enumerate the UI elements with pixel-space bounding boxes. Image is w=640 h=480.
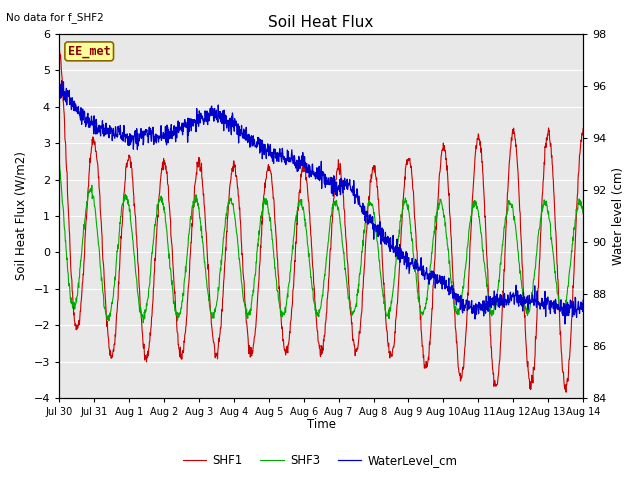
WaterLevel_cm	[517, 292, 525, 298]
SHF1	[471, 162, 479, 168]
Text: No data for f_SHF2: No data for f_SHF2	[6, 12, 104, 23]
WaterLevel_cm	[172, 124, 180, 130]
Legend: SHF1, SHF3, WaterLevel_cm: SHF1, SHF3, WaterLevel_cm	[178, 449, 462, 472]
SHF3	[517, 277, 525, 283]
SHF3	[231, 211, 239, 217]
Y-axis label: Soil Heat Flux (W/m2): Soil Heat Flux (W/m2)	[15, 152, 28, 280]
WaterLevel_cm	[579, 297, 587, 303]
SHF3	[403, 198, 410, 204]
SHF3	[159, 201, 167, 206]
Y-axis label: Water level (cm): Water level (cm)	[612, 167, 625, 265]
WaterLevel_cm	[231, 116, 239, 121]
SHF3	[140, 320, 147, 325]
WaterLevel_cm	[561, 321, 569, 327]
SHF3	[172, 312, 180, 318]
WaterLevel_cm	[159, 130, 167, 135]
SHF3	[471, 202, 479, 207]
Line: SHF3: SHF3	[59, 160, 583, 323]
WaterLevel_cm	[55, 90, 63, 96]
Title: Soil Heat Flux: Soil Heat Flux	[268, 15, 374, 30]
Line: SHF1: SHF1	[59, 49, 583, 392]
SHF3	[579, 211, 587, 216]
SHF1	[403, 161, 410, 167]
SHF1	[230, 161, 238, 167]
SHF1	[172, 307, 179, 312]
SHF1	[579, 126, 587, 132]
Text: EE_met: EE_met	[68, 45, 111, 58]
SHF1	[562, 389, 570, 395]
SHF1	[517, 231, 525, 237]
WaterLevel_cm	[403, 266, 410, 272]
X-axis label: Time: Time	[307, 419, 335, 432]
SHF1	[159, 164, 167, 169]
WaterLevel_cm	[471, 316, 479, 322]
SHF3	[55, 157, 63, 163]
SHF1	[55, 46, 63, 52]
WaterLevel_cm	[58, 78, 65, 84]
Line: WaterLevel_cm: WaterLevel_cm	[59, 81, 583, 324]
